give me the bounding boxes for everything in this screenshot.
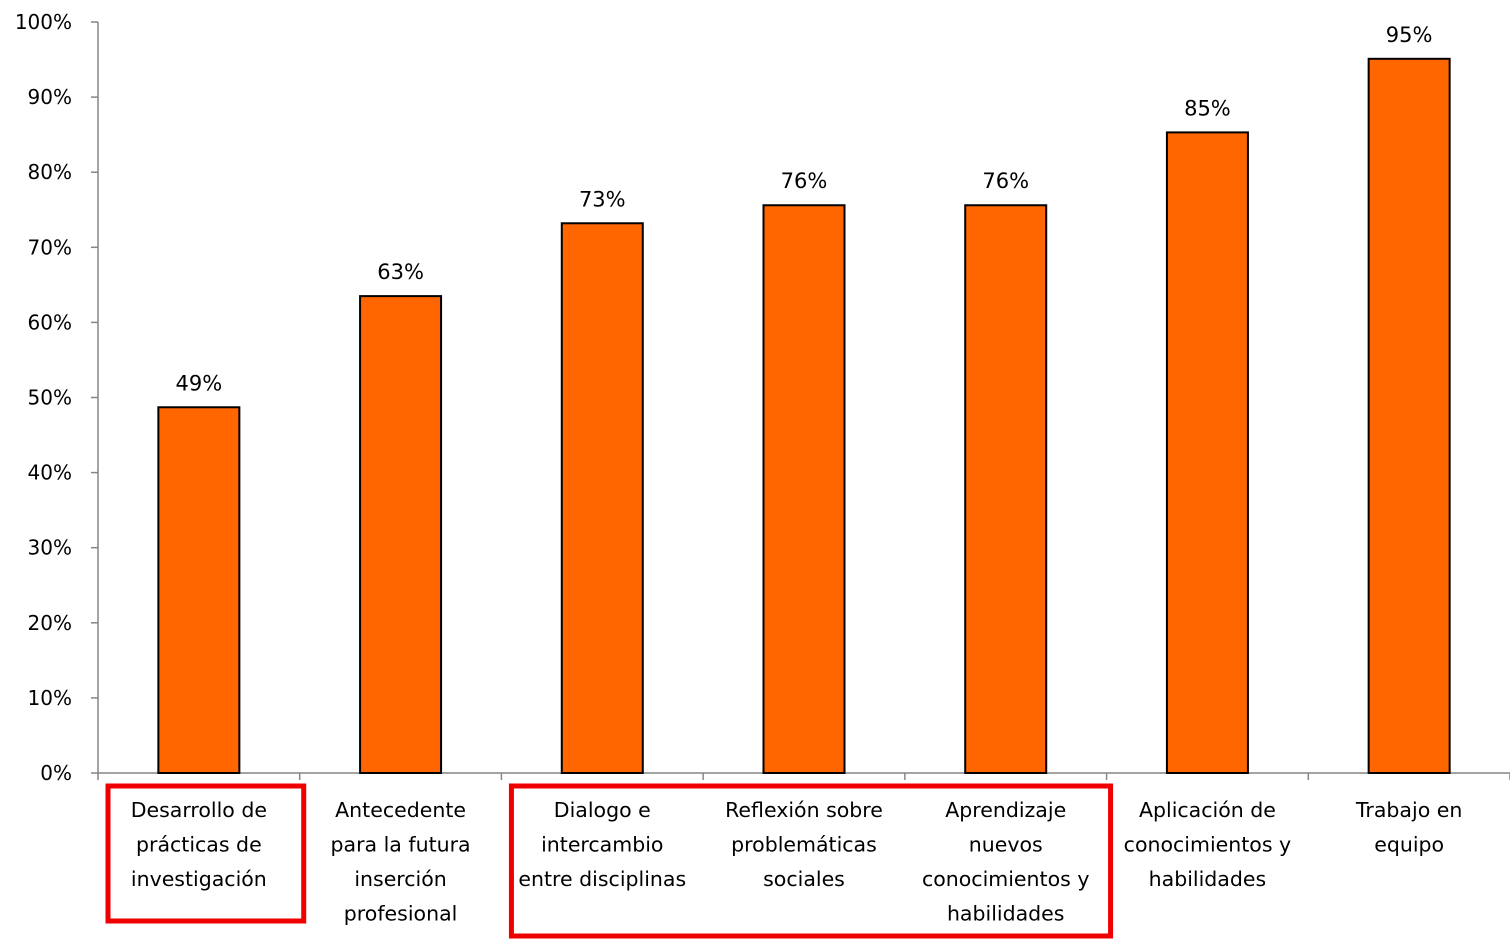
y-tick-label: 70%: [28, 235, 72, 259]
x-category-label: Reflexión sobre problemáticas sociales: [725, 798, 883, 891]
x-category-label: Aplicación de conocimientos y habilidades: [1124, 798, 1292, 891]
x-category-label-line: entre disciplinas: [518, 867, 686, 891]
y-tick-label: 10%: [28, 686, 72, 710]
x-category-label-line: problemáticas: [731, 833, 877, 857]
data-label: 85%: [1184, 96, 1231, 120]
x-category-label: Dialogo e intercambio entre disciplinas: [518, 798, 686, 891]
bar: [359, 295, 443, 774]
y-tick-label: 0%: [40, 761, 72, 785]
x-category-label-line: profesional: [344, 902, 458, 926]
x-category-label-line: habilidades: [1149, 867, 1267, 891]
bar: [1367, 57, 1451, 774]
x-category-label-line: Aplicación de: [1139, 798, 1276, 822]
x-category-label-line: conocimientos y: [922, 867, 1090, 891]
highlight-box: [105, 783, 307, 924]
x-category-label-line: conocimientos y: [1124, 833, 1292, 857]
x-category-label-line: equipo: [1374, 833, 1444, 857]
x-category-label: Desarrollo de prácticas de investigación: [131, 798, 267, 891]
y-axis: 0% 10% 20% 30% 40% 50% 60% 70% 80% 90% 100%: [15, 10, 99, 785]
x-category-label-line: para la futura: [331, 833, 471, 857]
y-tick-label: 40%: [28, 461, 72, 485]
x-category-label-line: Trabajo en: [1355, 798, 1462, 822]
data-label: 73%: [579, 187, 626, 211]
y-tick-label: 60%: [28, 310, 72, 334]
x-category-label-line: Reflexión sobre: [725, 798, 883, 822]
data-label: 76%: [982, 169, 1029, 193]
data-label: 63%: [377, 260, 424, 284]
y-tick-label: 30%: [28, 536, 72, 560]
data-label: 49%: [176, 371, 223, 395]
bar: [964, 204, 1048, 774]
x-category-label: Trabajo en equipo: [1355, 798, 1462, 857]
highlight-box: [508, 783, 1114, 939]
x-category-label-line: inserción: [354, 867, 446, 891]
y-tick-label: 80%: [28, 160, 72, 184]
bar: [762, 204, 846, 774]
data-label: 76%: [781, 169, 828, 193]
x-category-label-line: Aprendizaje: [945, 798, 1066, 822]
x-category-label-line: nuevos: [969, 833, 1043, 857]
y-tick-label: 20%: [28, 611, 72, 635]
data-labels: 49% 63% 73% 76% 76% 85% 95%: [176, 23, 1433, 395]
y-tick-label: 100%: [15, 10, 72, 34]
x-category-label-line: habilidades: [947, 902, 1065, 926]
bar-series: [157, 57, 1451, 775]
y-tick-label: 90%: [28, 85, 72, 109]
x-category-label-line: Desarrollo de: [131, 798, 267, 822]
x-category-label-line: investigación: [131, 867, 267, 891]
highlight-boxes: [105, 783, 1114, 939]
bar: [560, 222, 644, 774]
x-axis: [97, 772, 1510, 780]
x-category-label-line: Antecedente: [335, 798, 466, 822]
y-tick-label: 50%: [28, 386, 72, 410]
x-category-label: Antecedente para la futura inserción profes…: [331, 798, 471, 926]
x-category-label-line: prácticas de: [136, 833, 262, 857]
category-labels: Desarrollo de prácticas de investigación An…: [131, 798, 1463, 926]
x-category-label-line: intercambio: [541, 833, 663, 857]
x-category-label-line: Dialogo e: [554, 798, 651, 822]
bar: [157, 406, 241, 774]
x-category-label: Aprendizaje nuevos conocimientos y habilida…: [922, 798, 1090, 926]
bar: [1165, 131, 1249, 775]
data-label: 95%: [1386, 23, 1433, 47]
x-category-label-line: sociales: [763, 867, 845, 891]
